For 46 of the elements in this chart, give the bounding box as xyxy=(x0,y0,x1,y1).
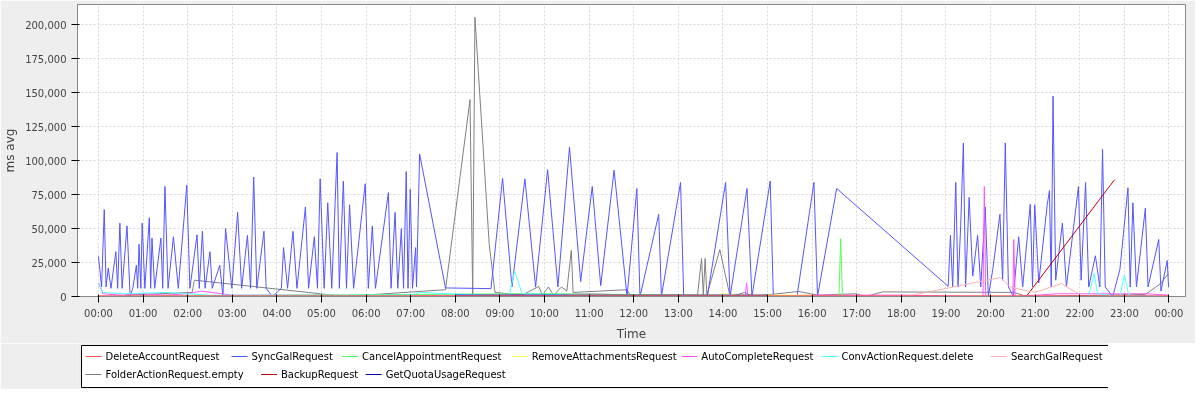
legend-label: DeleteAccountRequest xyxy=(105,351,220,362)
x-tick-label: 08:00 xyxy=(440,307,470,319)
legend-label: AutoCompleteRequest xyxy=(701,351,814,362)
x-tick-label: 04:00 xyxy=(262,307,292,319)
y-tick-label: 175,000 xyxy=(25,53,67,65)
x-tick-label: 00:00 xyxy=(84,307,113,319)
x-tick-label: 12:00 xyxy=(619,307,649,319)
x-tick-label: 17:00 xyxy=(842,307,872,319)
y-tick-label: 0 xyxy=(60,291,67,303)
x-tick-label: 15:00 xyxy=(753,307,782,319)
x-tick-label: 06:00 xyxy=(351,307,381,319)
x-tick-label: 21:00 xyxy=(1020,307,1050,319)
x-axis-title: Time xyxy=(615,326,647,341)
y-axis-title: ms avg xyxy=(3,128,18,173)
x-tick-label: 05:00 xyxy=(307,307,336,319)
legend-label: SyncGalRequest xyxy=(251,351,333,362)
x-tick-label: 10:00 xyxy=(530,307,559,319)
legend-label: BackupRequest xyxy=(281,369,359,380)
x-tick-label: 11:00 xyxy=(574,307,604,319)
x-tick-label: 00:00 xyxy=(1154,307,1184,319)
x-tick-label: 09:00 xyxy=(485,307,515,319)
legend-label: RemoveAttachmentsRequest xyxy=(531,351,677,362)
y-tick-label: 25,000 xyxy=(31,257,67,269)
y-tick-label: 50,000 xyxy=(31,223,67,235)
y-tick-label: 150,000 xyxy=(25,87,67,99)
x-tick-label: 01:00 xyxy=(128,307,158,319)
legend-label: ConvActionRequest.delete xyxy=(841,351,974,362)
y-tick-label: 125,000 xyxy=(25,121,67,133)
x-tick-label: 16:00 xyxy=(797,307,827,319)
y-tick-label: 75,000 xyxy=(31,189,67,201)
x-tick-label: 07:00 xyxy=(396,307,426,319)
x-tick-label: 02:00 xyxy=(173,307,203,319)
x-tick-label: 14:00 xyxy=(708,307,738,319)
x-tick-label: 22:00 xyxy=(1065,307,1095,319)
x-tick-label: 13:00 xyxy=(663,307,693,319)
legend-label: GetQuotaUsageRequest xyxy=(385,369,506,380)
x-tick-label: 18:00 xyxy=(886,307,916,319)
y-tick-label: 100,000 xyxy=(25,155,67,167)
legend-label: CancelAppointmentRequest xyxy=(362,351,502,362)
x-tick-label: 20:00 xyxy=(976,307,1005,319)
x-tick-label: 19:00 xyxy=(931,307,961,319)
legend-label: FolderActionRequest.empty xyxy=(105,369,244,380)
legend-label: SearchGalRequest xyxy=(1011,351,1103,362)
x-tick-label: 03:00 xyxy=(217,307,247,319)
y-tick-label: 200,000 xyxy=(25,19,67,31)
x-tick-label: 23:00 xyxy=(1109,307,1139,319)
